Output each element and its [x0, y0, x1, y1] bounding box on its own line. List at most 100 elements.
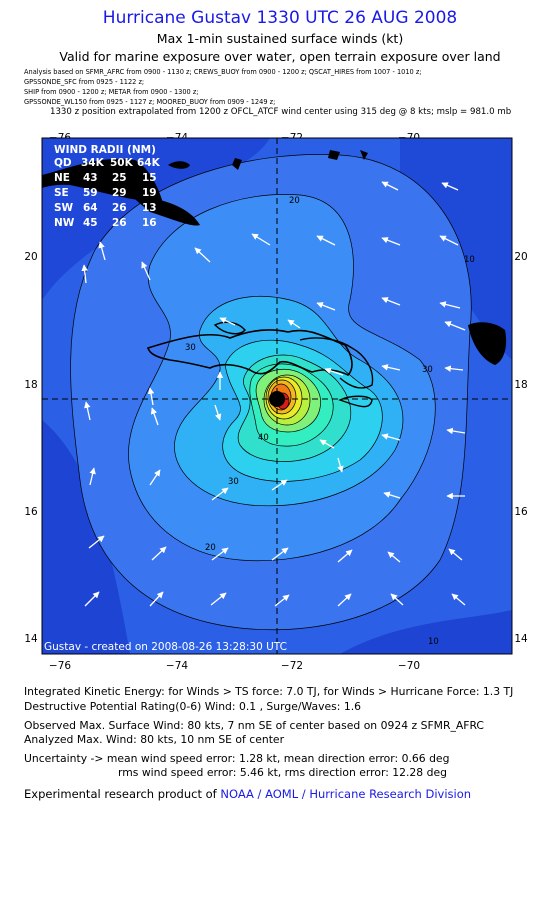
wind-arrow [251, 233, 271, 246]
lat-label: 20 [24, 251, 37, 263]
wind-radii-value: 59 [83, 187, 98, 199]
uncertainty-rms-line: rms wind speed error: 5.46 kt, rms direc… [118, 766, 447, 779]
wind-radii-quadrant: NW [54, 217, 75, 229]
map-subtitle: Max 1-min sustained surface winds (kt) [156, 31, 404, 46]
hrd-link[interactable]: NOAA / AOML / Hurricane Research Divisio… [220, 787, 472, 801]
wind-arrow [381, 433, 401, 441]
wind-arrow [149, 469, 161, 486]
contour-label: 20 [205, 543, 216, 553]
wind-arrow [147, 387, 155, 406]
wind-arrow [316, 302, 336, 311]
turks-caicos [328, 150, 340, 160]
wind-arrow [149, 591, 164, 607]
ike-line: Integrated Kinetic Energy: for Winds > T… [24, 685, 514, 698]
dr-coast [299, 337, 374, 389]
map-exposure-note: Valid for marine exposure over water, op… [59, 49, 501, 64]
wind-arrow [88, 535, 105, 549]
wind-arrow [316, 235, 336, 246]
contour-label: 30 [422, 365, 433, 375]
wind-arrow [383, 491, 401, 499]
wind-radii-value: 29 [112, 187, 127, 199]
wind-arrow [211, 547, 229, 561]
bahamas-island [232, 158, 242, 170]
map-title: Hurricane Gustav 1330 UTC 26 AUG 2008 [102, 8, 458, 28]
wind-arrow [274, 594, 290, 607]
wind-radii-table: WIND RADII (NM) QD 34K 50K 64K NE 43 25 … [54, 144, 161, 229]
wind-arrow [444, 321, 466, 331]
wind-arrow [219, 317, 236, 326]
wind-arrow [444, 365, 464, 372]
wind-radii-value: 45 [83, 217, 98, 229]
wind-arrow [381, 181, 399, 191]
wind-arrow [381, 364, 401, 371]
hispaniola-coast [147, 329, 353, 376]
wind-arrow [211, 487, 229, 501]
landmasses [42, 150, 507, 408]
wind-radii-value: 43 [83, 172, 98, 184]
latitude-labels-right: 20 18 16 14 [514, 251, 528, 645]
bahamas-island [168, 161, 190, 169]
product-credit: Experimental research product of NOAA / … [24, 787, 471, 801]
wind-arrow [271, 547, 289, 561]
latitude-labels-left: 20 18 16 14 [24, 251, 38, 645]
source-line: Analysis based on SFMR_AFRC from 0900 - … [24, 68, 422, 76]
wind-arrow [337, 549, 353, 563]
wind-radii-header-cell: 50K [110, 157, 134, 169]
wind-arrow [150, 407, 159, 426]
lat-label: 18 [24, 379, 37, 391]
puerto-rico [468, 322, 507, 365]
wind-arrow [210, 592, 227, 606]
low-wind-zone [340, 610, 512, 654]
lon-label: −72 [281, 660, 303, 672]
data-sources: Analysis based on SFMR_AFRC from 0900 - … [24, 67, 422, 107]
wind-radii-header-cell: 34K [81, 157, 105, 169]
wind-arrow [381, 237, 401, 246]
lat-label: 16 [514, 506, 528, 518]
wind-vectors [81, 181, 466, 607]
analyzed-max-line: Analyzed Max. Wind: 80 kts, 10 nm SE of … [24, 733, 285, 746]
wind-radii-value: 25 [112, 172, 127, 184]
wind-arrow [451, 593, 466, 606]
cuba-east [130, 195, 200, 226]
wind-arrow [271, 479, 288, 491]
low-wind-zone [42, 420, 130, 654]
wind-arrow [214, 404, 222, 421]
wind-radii-value: 19 [142, 187, 157, 199]
turks-caicos [360, 150, 368, 160]
wind-arrow [151, 546, 167, 561]
contour-label: 30 [228, 477, 239, 487]
contour-label: 20 [289, 196, 300, 206]
lon-label: −74 [166, 660, 188, 672]
wind-radii-header-cell: QD [54, 157, 72, 169]
wind-arrow [439, 235, 459, 246]
storm-center-marker [269, 391, 285, 407]
wind-arrow [81, 264, 88, 284]
wind-arrow [84, 591, 100, 607]
lat-label: 16 [24, 506, 38, 518]
lat-label: 14 [514, 633, 528, 645]
wind-radii-quadrant: SW [54, 202, 74, 214]
wind-arrow [390, 593, 404, 606]
lon-label: −70 [398, 660, 420, 672]
wind-arrow [319, 439, 335, 449]
creation-credit: Gustav - created on 2008-08-26 13:28:30 … [44, 641, 287, 653]
wind-radii-title: WIND RADII (NM) [54, 144, 156, 156]
wind-radii-header-cell: 64K [137, 157, 161, 169]
wind-radii-value: 13 [142, 202, 157, 214]
lon-label: −76 [49, 660, 71, 672]
wind-arrow [337, 457, 344, 473]
contour-label: 30 [185, 343, 196, 353]
wind-arrow [439, 301, 461, 309]
wind-arrow [98, 241, 106, 261]
wind-arrow [441, 182, 459, 191]
wind-arrow [387, 551, 401, 563]
contour-label: 10 [464, 255, 475, 265]
wind-radii-quadrant: NE [54, 172, 70, 184]
position-note: 1330 z position extrapolated from 1200 z… [50, 107, 512, 117]
lat-label: 14 [24, 633, 38, 645]
wind-arrow [84, 401, 91, 421]
wind-radii-value: 15 [142, 172, 157, 184]
wind-arrow [446, 427, 466, 435]
wind-radii-value: 26 [112, 202, 127, 214]
wind-arrow [194, 247, 211, 263]
